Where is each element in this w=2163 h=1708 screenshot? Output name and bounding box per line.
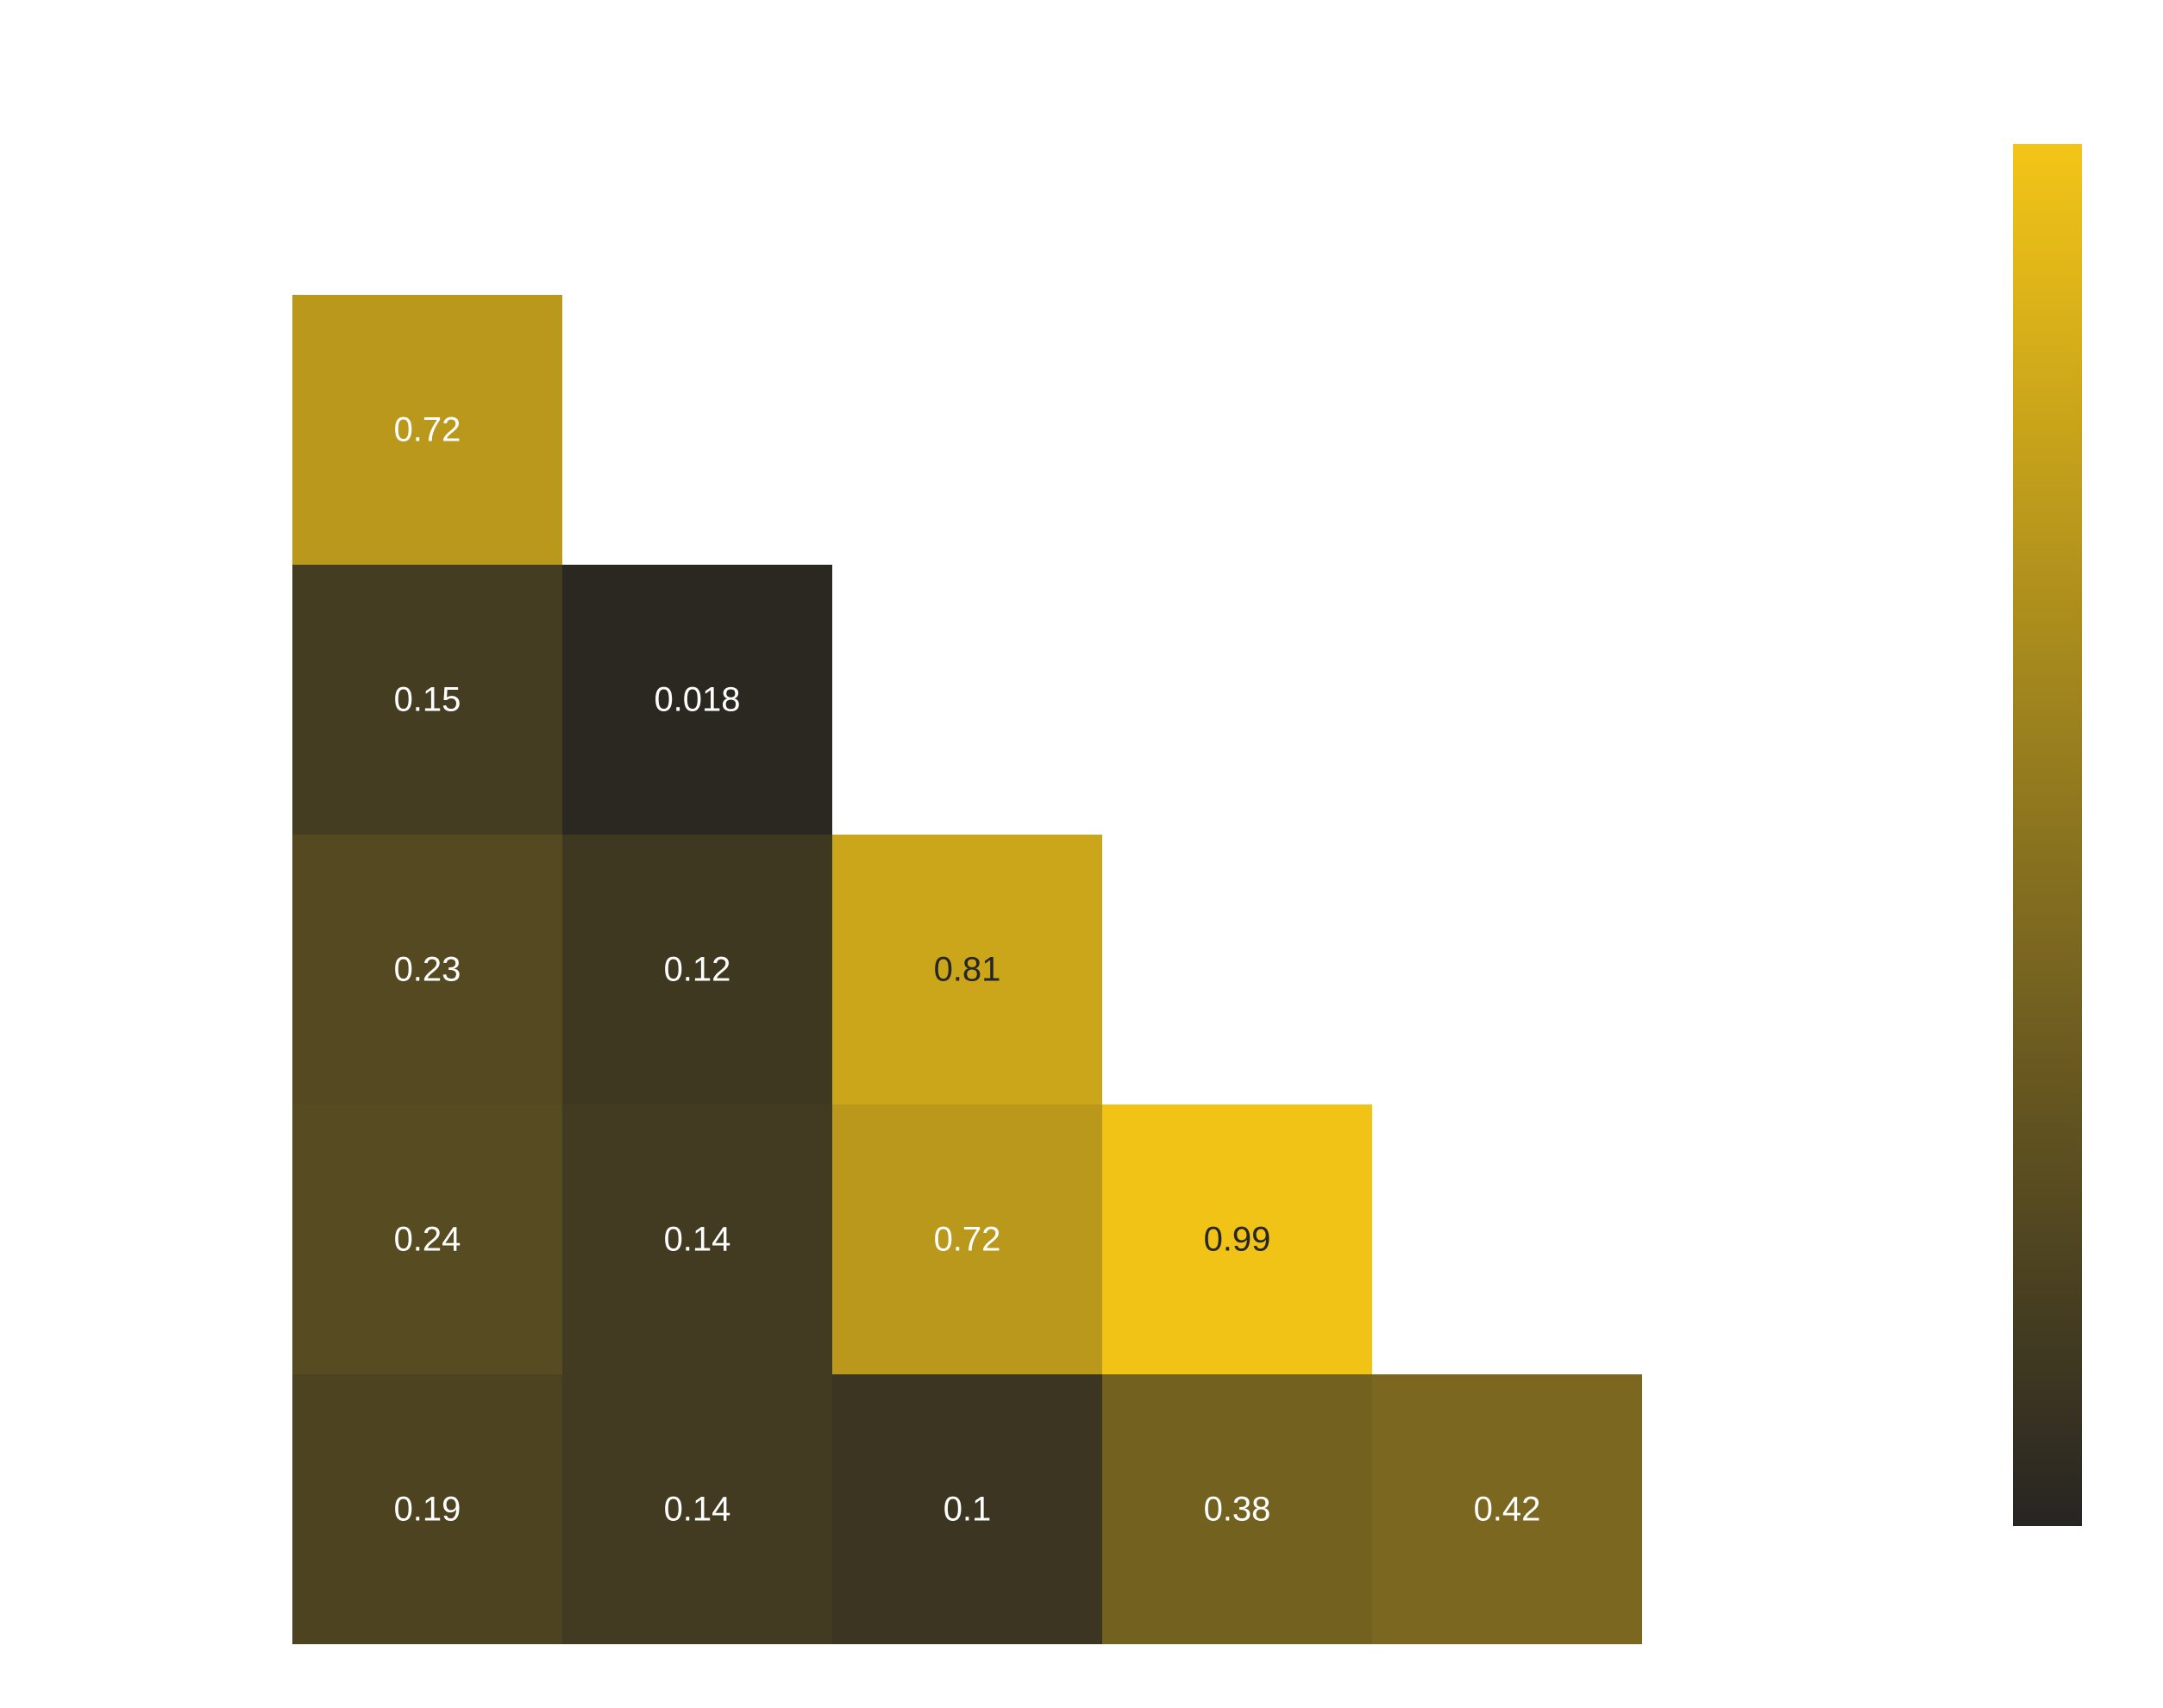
cell-value-label: 0.23 bbox=[394, 951, 461, 989]
cell-value-label: 0.99 bbox=[1204, 1221, 1271, 1259]
cell-value-label: 0.12 bbox=[664, 951, 731, 989]
heatmap-cell-r4-c4 bbox=[1372, 1374, 1642, 1644]
heatmap-cell-r1-c0 bbox=[292, 565, 562, 835]
heatmap-cell-r2-c2 bbox=[832, 835, 1102, 1104]
cell-value-label: 0.24 bbox=[394, 1221, 461, 1259]
heatmap-cell-r1-c1 bbox=[562, 565, 832, 835]
heatmap-cell-r4-c1 bbox=[562, 1374, 832, 1644]
cell-value-label: 0.19 bbox=[394, 1491, 461, 1529]
heatmap-cell-r0-c0 bbox=[292, 295, 562, 565]
cell-value-label: 0.72 bbox=[934, 1221, 1001, 1259]
heatmap-cell-r3-c1 bbox=[562, 1104, 832, 1374]
heatmap-cell-r3-c0 bbox=[292, 1104, 562, 1374]
cell-value-label: 0.42 bbox=[1474, 1491, 1541, 1529]
heatmap-cell-r4-c2 bbox=[832, 1374, 1102, 1644]
heatmap-labels: 0.72 0.15 0.018 0.23 0.12 0.81 0.24 0.14 0.72 0.9… bbox=[394, 411, 1541, 1529]
cell-value-label: 0.81 bbox=[934, 951, 1001, 989]
heatmap-cell-r4-c3 bbox=[1102, 1374, 1372, 1644]
cell-value-label: 0.14 bbox=[664, 1221, 731, 1259]
cell-value-label: 0.14 bbox=[664, 1491, 731, 1529]
cell-value-label: 0.1 bbox=[944, 1491, 992, 1529]
cell-value-label: 0.018 bbox=[654, 681, 740, 719]
heatmap-cells bbox=[292, 295, 1642, 1644]
cell-value-label: 0.15 bbox=[394, 681, 461, 719]
cell-value-label: 0.72 bbox=[394, 411, 461, 449]
colorbar bbox=[2013, 144, 2082, 1526]
heatmap-cell-r2-c1 bbox=[562, 835, 832, 1104]
heatmap-cell-r3-c2 bbox=[832, 1104, 1102, 1374]
heatmap-cell-r2-c0 bbox=[292, 835, 562, 1104]
heatmap-cell-r3-c3 bbox=[1102, 1104, 1372, 1374]
heatmap-cell-r4-c0 bbox=[292, 1374, 562, 1644]
cell-value-label: 0.38 bbox=[1204, 1491, 1271, 1529]
